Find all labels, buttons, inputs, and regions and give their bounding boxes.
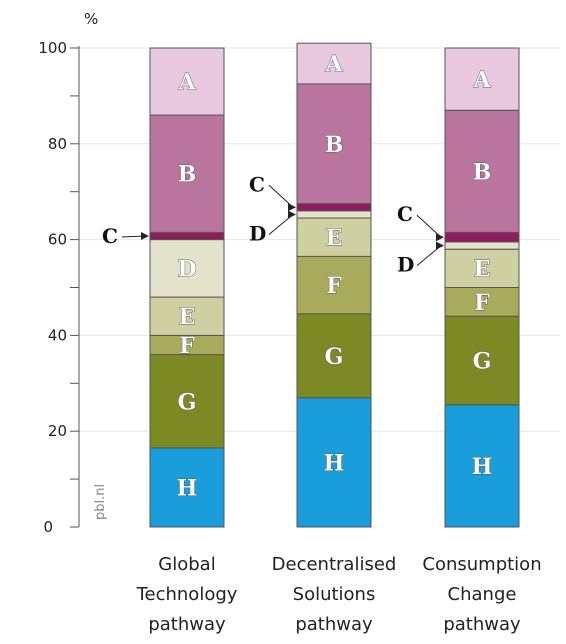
category-label: pathway — [443, 614, 521, 635]
segment-label-h: H — [472, 454, 493, 480]
bar-segment-b — [444, 109, 520, 233]
category-label: Global — [158, 554, 215, 575]
category-label: Technology — [136, 584, 238, 605]
segment-label-b: B — [178, 162, 197, 188]
category-label: Change — [448, 584, 517, 605]
bar-segment-c — [149, 231, 225, 241]
y-tick-label: 60 — [48, 231, 67, 249]
bar-segment-b — [296, 83, 372, 205]
segment-label-g: G — [473, 349, 492, 375]
callout-label-c: C — [249, 172, 265, 196]
segment-label-b: B — [325, 132, 344, 158]
callout-label-d: D — [397, 253, 414, 277]
bar-segment-g — [149, 354, 225, 449]
segment-label-h: H — [324, 450, 345, 476]
bar-segment-h — [444, 404, 520, 528]
bar-segment-a — [149, 47, 225, 116]
segment-label-f: F — [326, 273, 342, 299]
bar-segment-a — [444, 47, 520, 111]
callout-label-c: C — [397, 202, 413, 226]
segment-label-b: B — [473, 159, 492, 185]
bar-segment-e — [296, 217, 372, 257]
callout-label-c: C — [102, 224, 118, 248]
callout-leader-line — [268, 184, 294, 208]
segment-label-f: F — [474, 290, 490, 316]
bar-segment-b — [149, 114, 225, 233]
callout-arrowhead — [288, 203, 296, 212]
y-tick-label: 100 — [38, 39, 67, 57]
segment-label-a: A — [324, 52, 343, 78]
bar-segment-c — [296, 203, 372, 212]
segment-label-d: D — [177, 256, 196, 282]
segment-label-e: E — [326, 225, 343, 251]
bar-segment-e — [149, 296, 225, 336]
y-tick-label: 0 — [43, 518, 53, 536]
bar-segment-d — [444, 241, 520, 250]
y-tick-label: 80 — [48, 135, 67, 153]
bar-segment-d — [149, 239, 225, 298]
category-label: pathway — [148, 614, 226, 635]
bar-segment-g — [444, 315, 520, 406]
bar-segment-a — [296, 42, 372, 85]
bar-segment-f — [296, 255, 372, 315]
watermark-text: pbl.nl — [93, 484, 108, 520]
category-label: Consumption — [422, 554, 541, 575]
segment-label-g: G — [178, 389, 197, 415]
segment-label-e: E — [474, 256, 491, 282]
callout-label-d: D — [249, 221, 266, 245]
bar-segment-f — [444, 287, 520, 317]
y-tick-label: 20 — [48, 422, 67, 440]
segment-label-a: A — [472, 67, 491, 93]
callout-arrowhead — [288, 210, 296, 219]
category-label: pathway — [295, 614, 373, 635]
segment-label-e: E — [179, 304, 196, 330]
bar-segment-h — [296, 397, 372, 528]
bar-segment-h — [149, 447, 225, 528]
callout-arrowhead — [436, 241, 444, 250]
y-unit-label: % — [84, 10, 98, 28]
category-label: Decentralised — [272, 554, 397, 575]
bar-segment-c — [444, 231, 520, 243]
segment-label-g: G — [325, 344, 344, 370]
callout-leader-line — [416, 214, 442, 238]
y-tick-label: 40 — [48, 326, 67, 344]
bar-segment-g — [296, 313, 372, 399]
callout-arrowhead — [141, 232, 149, 241]
callout-arrowhead — [436, 233, 444, 242]
segment-label-f: F — [179, 333, 195, 359]
segment-label-h: H — [177, 475, 198, 501]
bar-segment-d — [296, 210, 372, 219]
category-label: Solutions — [293, 584, 376, 605]
segment-label-a: A — [177, 70, 196, 96]
